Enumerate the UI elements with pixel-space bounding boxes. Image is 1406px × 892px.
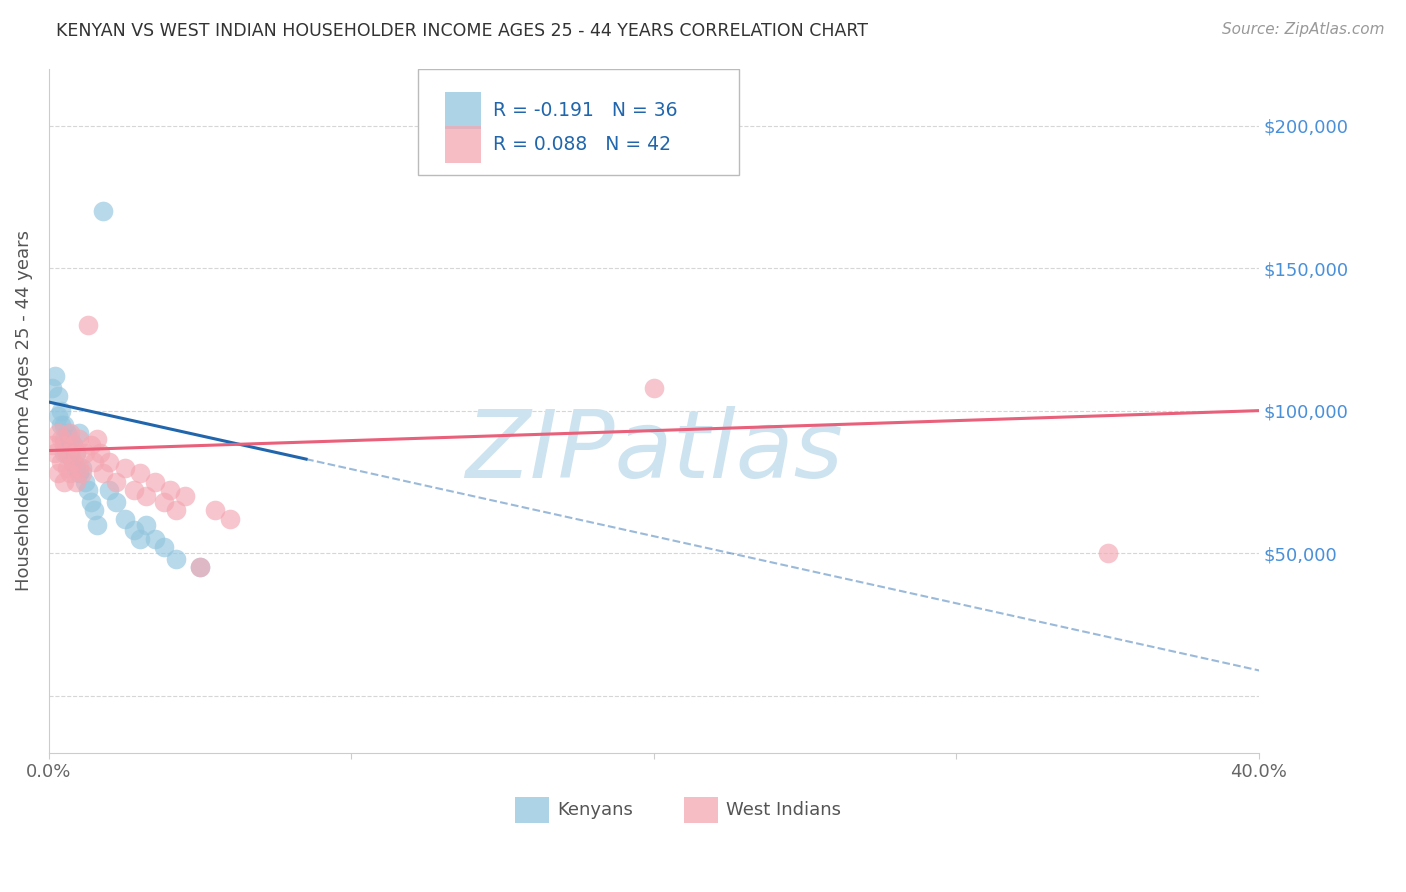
- Point: [53, 446, 76, 460]
- Point: [67, 467, 90, 481]
- Point: [70, 460, 93, 475]
- Point: [75, 475, 97, 489]
- Point: [98, 483, 121, 498]
- Bar: [444, 126, 481, 163]
- Point: [49, 432, 72, 446]
- Point: [41, 438, 63, 452]
- Point: [62, 455, 84, 469]
- Point: [49, 417, 72, 432]
- Point: [56, 426, 79, 441]
- Point: [49, 403, 72, 417]
- Point: [53, 475, 76, 489]
- Point: [53, 438, 76, 452]
- Text: Kenyans: Kenyans: [557, 801, 633, 819]
- Point: [80, 495, 103, 509]
- Point: [53, 432, 76, 446]
- Point: [67, 460, 90, 475]
- Point: [1097, 546, 1119, 560]
- Text: R = 0.088   N = 42: R = 0.088 N = 42: [494, 136, 671, 154]
- Point: [104, 475, 127, 489]
- Point: [83, 503, 105, 517]
- Point: [56, 438, 79, 452]
- Point: [75, 446, 97, 460]
- Point: [65, 460, 87, 475]
- Point: [59, 426, 82, 441]
- Point: [86, 517, 108, 532]
- Point: [46, 389, 69, 403]
- Point: [135, 489, 157, 503]
- Bar: [515, 797, 548, 823]
- Point: [89, 446, 111, 460]
- Point: [643, 381, 665, 395]
- Point: [143, 532, 166, 546]
- Point: [65, 475, 87, 489]
- Text: Source: ZipAtlas.com: Source: ZipAtlas.com: [1222, 22, 1385, 37]
- Point: [80, 438, 103, 452]
- Text: West Indians: West Indians: [727, 801, 842, 819]
- Point: [53, 417, 76, 432]
- Text: ZIPatlas: ZIPatlas: [465, 406, 842, 497]
- Point: [93, 204, 115, 219]
- Point: [114, 512, 136, 526]
- Point: [135, 517, 157, 532]
- Point: [59, 432, 82, 446]
- Point: [46, 409, 69, 424]
- Point: [59, 446, 82, 460]
- Bar: [444, 92, 481, 129]
- Point: [114, 460, 136, 475]
- Point: [41, 381, 63, 395]
- Point: [174, 489, 197, 503]
- Point: [46, 467, 69, 481]
- Point: [59, 467, 82, 481]
- Point: [93, 467, 115, 481]
- Point: [44, 446, 66, 460]
- Point: [77, 318, 100, 332]
- Point: [122, 483, 145, 498]
- Point: [165, 503, 187, 517]
- Point: [122, 524, 145, 538]
- Point: [219, 512, 242, 526]
- Point: [62, 438, 84, 452]
- Point: [86, 432, 108, 446]
- Point: [62, 455, 84, 469]
- Point: [159, 483, 181, 498]
- Point: [46, 426, 69, 441]
- Point: [204, 503, 226, 517]
- Text: KENYAN VS WEST INDIAN HOUSEHOLDER INCOME AGES 25 - 44 YEARS CORRELATION CHART: KENYAN VS WEST INDIAN HOUSEHOLDER INCOME…: [56, 22, 869, 40]
- Point: [128, 532, 150, 546]
- Point: [77, 483, 100, 498]
- Text: R = -0.191   N = 36: R = -0.191 N = 36: [494, 101, 678, 120]
- Point: [153, 541, 176, 555]
- Point: [56, 460, 79, 475]
- Y-axis label: Householder Income Ages 25 - 44 years: Householder Income Ages 25 - 44 years: [15, 230, 32, 591]
- Point: [143, 475, 166, 489]
- Point: [98, 455, 121, 469]
- Point: [67, 426, 90, 441]
- Point: [153, 495, 176, 509]
- Point: [128, 467, 150, 481]
- Point: [65, 446, 87, 460]
- Point: [49, 455, 72, 469]
- Point: [70, 467, 93, 481]
- Point: [188, 560, 211, 574]
- Point: [62, 438, 84, 452]
- Point: [56, 446, 79, 460]
- Point: [67, 432, 90, 446]
- Point: [104, 495, 127, 509]
- Point: [165, 552, 187, 566]
- Point: [83, 455, 105, 469]
- Point: [44, 369, 66, 384]
- FancyBboxPatch shape: [418, 69, 738, 175]
- Point: [188, 560, 211, 574]
- Bar: [685, 797, 718, 823]
- Point: [65, 446, 87, 460]
